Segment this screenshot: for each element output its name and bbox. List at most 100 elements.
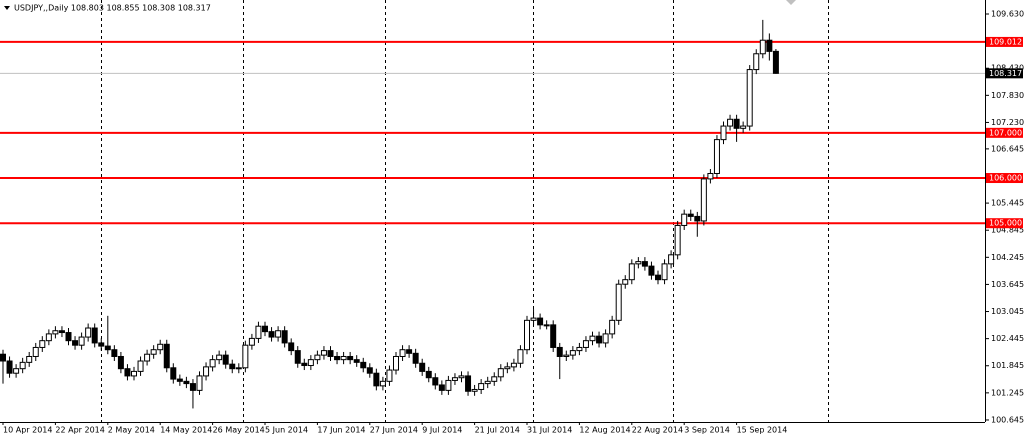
chart-title: USDJPY,,Daily 108.803 108.855 108.308 10… xyxy=(14,4,211,13)
y-tick-label: 104.845 xyxy=(991,226,1024,235)
candle-body xyxy=(759,39,766,55)
candle-body xyxy=(510,362,517,368)
candle-body xyxy=(386,369,393,382)
candle-body xyxy=(713,139,720,174)
candle-body xyxy=(681,213,688,226)
candle-body xyxy=(740,125,747,129)
candle-body xyxy=(98,342,105,347)
candle-body xyxy=(524,319,530,351)
candle-body xyxy=(163,343,170,369)
candle-body xyxy=(131,370,137,377)
candle-body xyxy=(347,355,354,361)
x-tick-label: 27 Jun 2014 xyxy=(370,426,418,435)
candle-body xyxy=(78,336,85,346)
candle-body xyxy=(366,367,373,374)
x-tick-label: 5 Jun 2014 xyxy=(265,426,308,435)
candle-body xyxy=(13,368,20,374)
x-tick-label: 26 May 2014 xyxy=(213,426,265,435)
candle-body xyxy=(504,366,511,370)
candle-body xyxy=(268,331,275,338)
candle-body xyxy=(727,118,734,127)
candle-body xyxy=(687,213,694,217)
candle-body xyxy=(412,352,419,364)
candle-body xyxy=(262,325,268,333)
candle-body xyxy=(320,350,327,356)
candle-body xyxy=(471,388,478,392)
level-label-box xyxy=(986,218,1023,229)
candle-body xyxy=(406,349,413,354)
candle-body xyxy=(530,317,537,321)
candle-body xyxy=(137,360,144,372)
candle-body xyxy=(45,333,52,342)
candle-body xyxy=(602,333,609,344)
candle-body xyxy=(26,355,33,363)
candle-body xyxy=(478,383,485,390)
candle-body xyxy=(235,367,242,370)
candle-body xyxy=(255,325,262,339)
candle-body xyxy=(465,375,472,392)
level-label: 105.000 xyxy=(989,219,1022,228)
candle-body xyxy=(569,350,576,356)
y-tick-label: 103.645 xyxy=(991,280,1024,289)
candle-body xyxy=(209,359,216,368)
candle-body xyxy=(497,368,504,378)
candle-body xyxy=(170,367,177,380)
candle-body xyxy=(334,355,341,361)
candle-body xyxy=(307,359,314,367)
candle-body xyxy=(556,346,563,357)
candle-body xyxy=(537,317,544,326)
candle-body xyxy=(517,349,524,364)
candle-body xyxy=(301,362,308,367)
level-label-box xyxy=(986,36,1023,47)
candle-body xyxy=(327,350,334,357)
candle-body xyxy=(0,353,6,362)
candle-body xyxy=(124,368,131,377)
level-label: 109.012 xyxy=(989,37,1022,46)
candle-body xyxy=(445,379,452,391)
candle-body xyxy=(203,366,210,377)
level-label-box xyxy=(986,127,1023,138)
y-tick-label: 102.445 xyxy=(991,334,1024,343)
x-tick-label: 31 Jul 2014 xyxy=(527,426,572,435)
candle-body xyxy=(451,377,458,381)
x-tick-label: 9 Jul 2014 xyxy=(422,426,462,435)
candle-body xyxy=(596,335,603,344)
candle-body xyxy=(275,330,282,338)
candle-body xyxy=(19,361,26,370)
candle-body xyxy=(58,330,65,334)
candle-body xyxy=(635,261,642,265)
candle-body xyxy=(65,332,72,342)
y-tick-label: 107.230 xyxy=(991,118,1024,127)
candle-body xyxy=(288,342,295,352)
candle-body xyxy=(543,324,550,327)
x-tick-label: 21 Jul 2014 xyxy=(475,426,520,435)
candle-body xyxy=(314,354,321,361)
y-tick-label: 101.845 xyxy=(991,361,1024,370)
current-price-label: 108.317 xyxy=(989,69,1022,78)
candle-body xyxy=(484,380,491,385)
candle-body xyxy=(766,39,773,52)
y-tick-label: 101.245 xyxy=(991,388,1024,397)
candle-body xyxy=(379,380,386,387)
candle-body xyxy=(117,355,124,370)
candle-body xyxy=(419,362,426,372)
candle-body xyxy=(340,355,347,361)
candle-body xyxy=(589,335,596,342)
candle-body xyxy=(582,340,589,348)
candle-body xyxy=(438,384,445,391)
candle-body xyxy=(150,349,157,355)
candle-body xyxy=(222,354,229,365)
candle-body xyxy=(196,375,203,391)
x-tick-label: 2 May 2014 xyxy=(108,426,155,435)
candle-body xyxy=(294,350,301,364)
y-tick-label: 105.445 xyxy=(991,199,1024,208)
candle-body xyxy=(229,363,236,370)
candle-body xyxy=(668,254,675,265)
candle-body xyxy=(425,370,432,379)
y-tick-label: 100.645 xyxy=(991,415,1024,424)
x-tick-label: 17 Jun 2014 xyxy=(317,426,365,435)
y-tick-label: 108.430 xyxy=(991,64,1024,73)
candle-body xyxy=(628,263,635,281)
